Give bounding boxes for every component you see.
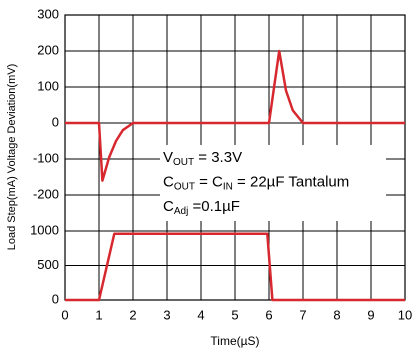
x-tick-label: 3 bbox=[163, 307, 170, 322]
data-line bbox=[65, 49, 405, 182]
annotation-text: = 22µF Tantalum bbox=[233, 173, 349, 190]
y-tick-label: 0 bbox=[52, 291, 59, 306]
y-tick-label: 100 bbox=[37, 78, 59, 93]
x-tick-label: 0 bbox=[61, 307, 68, 322]
annotation-subscript: OUT bbox=[174, 181, 195, 192]
x-tick-label: 2 bbox=[129, 307, 136, 322]
annotation-subscript: IN bbox=[223, 181, 233, 192]
x-axis-label: Time(µS) bbox=[210, 334, 259, 348]
y-tick-label: -200 bbox=[33, 186, 59, 201]
y-tick-label: 0 bbox=[52, 114, 59, 129]
x-tick-label: 6 bbox=[265, 307, 272, 322]
annotation-text: = C bbox=[195, 173, 223, 190]
x-tick-label: 1 bbox=[95, 307, 102, 322]
x-tick-label: 10 bbox=[398, 307, 412, 322]
y-tick-label: 300 bbox=[37, 6, 59, 21]
x-tick-label: 8 bbox=[333, 307, 340, 322]
annotation-text: C bbox=[163, 173, 174, 190]
annotation-text: = 3.3V bbox=[194, 149, 242, 166]
x-tick-label: 4 bbox=[197, 307, 204, 322]
annotation-subscript: Adj bbox=[174, 206, 188, 217]
annotation-subscript: OUT bbox=[173, 157, 194, 168]
y-tick-label: 200 bbox=[37, 42, 59, 57]
y-tick-label: 500 bbox=[37, 257, 59, 272]
y-tick-label: 1000 bbox=[30, 222, 59, 237]
annotation: CAdj =0.1µF bbox=[163, 198, 240, 217]
x-tick-label: 5 bbox=[231, 307, 238, 322]
y-tick-label: -100 bbox=[33, 150, 59, 165]
annotation: COUT = CIN = 22µF Tantalum bbox=[163, 173, 349, 192]
annotation-text: V bbox=[163, 149, 173, 166]
annotation-box bbox=[160, 145, 386, 221]
x-tick-label: 9 bbox=[367, 307, 374, 322]
x-tick-label: 7 bbox=[299, 307, 306, 322]
annotation: VOUT = 3.3V bbox=[163, 149, 242, 168]
data-line bbox=[65, 232, 405, 302]
plot-frame bbox=[64, 14, 406, 301]
annotation-text: =0.1µF bbox=[188, 198, 240, 215]
y-axis-label: Load Step(mA) Voltage Deviation(mV) bbox=[6, 64, 18, 250]
annotation-text: C bbox=[163, 198, 174, 215]
